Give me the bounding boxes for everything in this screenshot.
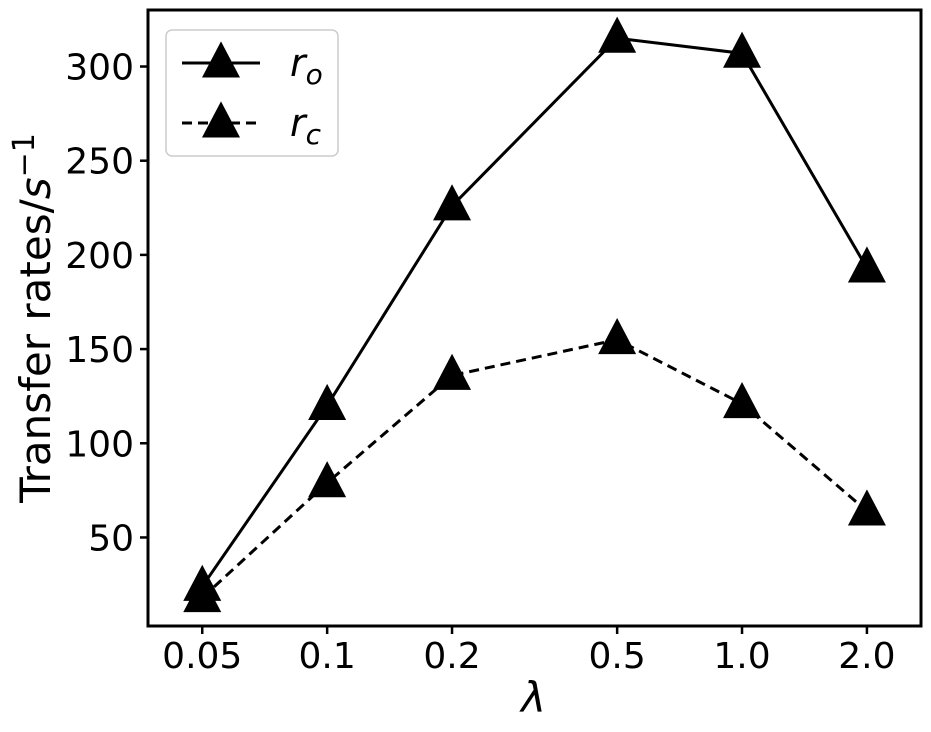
series-line-o <box>201 36 869 588</box>
data-point-c-1 <box>308 461 347 498</box>
x-tick-label: 1.0 <box>713 636 770 677</box>
data-point-c-0 <box>183 576 222 613</box>
data-point-c-4 <box>723 382 762 419</box>
legend-label-c: rc <box>290 101 322 151</box>
legend-label-o: ro <box>290 41 323 91</box>
y-tick-label: 250 <box>65 142 134 183</box>
x-tick-label: 0.1 <box>299 636 356 677</box>
data-point-o-3 <box>598 16 637 53</box>
data-point-c-5 <box>847 489 886 526</box>
plot-area <box>183 16 886 613</box>
legend: ro rc <box>165 29 339 157</box>
x-axis-label: λ <box>519 673 546 722</box>
x-tick-label: 0.05 <box>162 636 242 677</box>
data-point-c-2 <box>433 353 472 390</box>
data-point-o-2 <box>433 184 472 221</box>
y-tick-label: 200 <box>65 236 134 277</box>
x-tick-label: 2.0 <box>838 636 895 677</box>
y-tick-label: 150 <box>65 330 134 371</box>
series-line-c <box>201 338 868 599</box>
data-point-c-3 <box>598 318 637 355</box>
x-tick-label: 0.2 <box>423 636 480 677</box>
y-tick-label: 300 <box>65 48 134 89</box>
data-point-o-4 <box>723 31 762 68</box>
legend-marker-c <box>202 101 240 138</box>
legend-marker-o <box>202 41 240 78</box>
axes-frame <box>146 8 923 628</box>
x-tick-label: 0.5 <box>589 636 646 677</box>
y-tick-label: 50 <box>88 518 134 559</box>
y-tick-label: 100 <box>65 424 134 465</box>
data-point-o-1 <box>308 383 347 421</box>
y-axis-label: Transfer rates/s−1 <box>7 133 60 504</box>
axes: 0.05 0.1 0.2 0.5 1.0 2.0 50 100 150 200 250 300 λ Tra… <box>7 8 923 722</box>
data-point-o-5 <box>847 246 886 283</box>
